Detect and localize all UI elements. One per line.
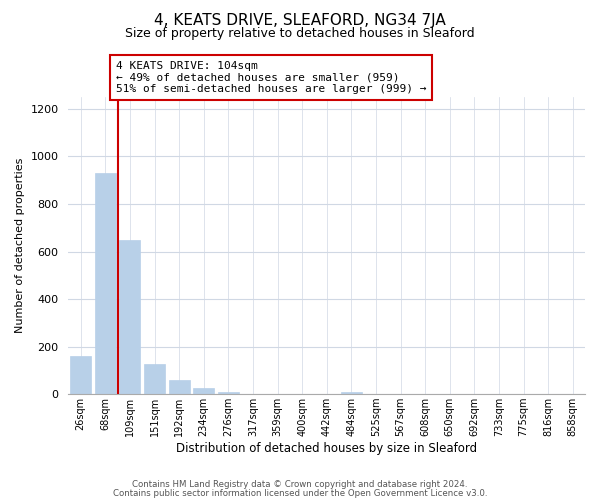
Text: 4, KEATS DRIVE, SLEAFORD, NG34 7JA: 4, KEATS DRIVE, SLEAFORD, NG34 7JA [154, 12, 446, 28]
Bar [119, 240, 140, 394]
Bar [169, 380, 190, 394]
Bar [144, 364, 165, 394]
Text: Contains public sector information licensed under the Open Government Licence v3: Contains public sector information licen… [113, 488, 487, 498]
Bar [218, 392, 239, 394]
Bar [193, 388, 214, 394]
Bar [70, 356, 91, 394]
Text: Size of property relative to detached houses in Sleaford: Size of property relative to detached ho… [125, 28, 475, 40]
Bar [95, 173, 116, 394]
Text: 4 KEATS DRIVE: 104sqm
← 49% of detached houses are smaller (959)
51% of semi-det: 4 KEATS DRIVE: 104sqm ← 49% of detached … [116, 61, 426, 94]
Y-axis label: Number of detached properties: Number of detached properties [15, 158, 25, 334]
Text: Contains HM Land Registry data © Crown copyright and database right 2024.: Contains HM Land Registry data © Crown c… [132, 480, 468, 489]
Bar [341, 392, 362, 394]
X-axis label: Distribution of detached houses by size in Sleaford: Distribution of detached houses by size … [176, 442, 477, 455]
